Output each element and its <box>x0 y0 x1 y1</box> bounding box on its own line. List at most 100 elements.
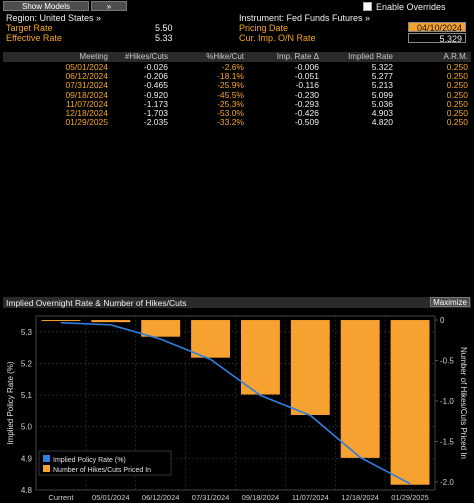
table-cell: 0.250 <box>446 117 468 128</box>
chart-panel-header: Implied Overnight Rate & Number of Hikes… <box>3 297 471 308</box>
table-row[interactable]: 05/01/2024 -0.026 -2.6% -0.006 5.322 0.250 <box>3 63 471 72</box>
table-cell: -25.3% <box>217 98 244 109</box>
y-tick-label: 5.0 <box>21 423 33 432</box>
table-cell: 11/07/2024 <box>66 98 108 109</box>
table-header: Meeting #Hikes/Cuts %Hike/Cut Imp. Rate … <box>3 52 471 62</box>
implied-rate-line <box>60 321 411 485</box>
hikes-cuts-bar <box>390 320 430 485</box>
region-selector[interactable]: Region: United States » <box>6 13 102 23</box>
enable-overrides-label: Enable Overrides <box>376 2 446 12</box>
x-tick-label: 09/18/2024 <box>242 493 280 502</box>
table-cell: -0.026 <box>143 62 168 72</box>
col-meeting[interactable]: Meeting <box>79 52 108 61</box>
hikes-cuts-bar <box>141 320 181 337</box>
x-tick-label: 12/18/2024 <box>341 493 379 502</box>
table-cell: 0.250 <box>446 80 468 91</box>
col-hikes-cuts[interactable]: #Hikes/Cuts <box>124 52 168 61</box>
table-cell: 05/01/2024 <box>65 62 108 72</box>
table-cell: -18.1% <box>217 71 244 82</box>
table-cell: -2.6% <box>221 62 244 72</box>
table-cell: 01/29/2025 <box>65 117 108 128</box>
table-cell: 5.099 <box>371 89 393 100</box>
toolbar: Show Models » Enable Overrides <box>0 0 474 12</box>
table-cell: 4.820 <box>371 117 393 128</box>
legend-swatch-bar <box>43 465 50 472</box>
cur-imp-rate-label: Cur. Imp. O/N Rate <box>239 33 316 43</box>
legend-swatch-line <box>43 455 50 462</box>
table-cell: -0.206 <box>143 71 168 82</box>
y-tick-label: 5.3 <box>21 328 33 337</box>
table-cell: -0.509 <box>294 117 319 128</box>
table-cell: 0.250 <box>446 108 468 118</box>
table-cell: -25.9% <box>217 80 244 91</box>
table-cell: -0.116 <box>295 80 319 91</box>
table-cell: -0.293 <box>294 98 319 109</box>
show-models-button[interactable]: Show Models <box>3 1 89 11</box>
chart-area: 5.3 5.2 5.1 5.0 4.9 4.8 0 -0.5 -1.0 -1.5 -2.0 Curre… <box>3 308 471 503</box>
pricing-date-field[interactable]: 04/10/2024 <box>408 22 466 33</box>
maximize-button[interactable]: Maximize <box>430 297 470 307</box>
col-implied-rate[interactable]: Implied Rate <box>348 52 393 61</box>
table-cell: -1.173 <box>143 98 168 109</box>
y-tick-label: 4.8 <box>21 486 33 495</box>
col-imp-rate-delta[interactable]: Imp. Rate Δ <box>276 52 319 61</box>
col-pct-hike-cut[interactable]: %Hike/Cut <box>206 52 244 61</box>
legend-label-line: Implied Policy Rate (%) <box>53 457 126 464</box>
table-cell: -0.051 <box>294 71 319 82</box>
table-row[interactable]: 06/12/2024 -0.206 -18.1% -0.051 5.277 0.250 <box>3 72 471 81</box>
table-row[interactable]: 01/29/2025 -2.035 -33.2% -0.509 4.820 0.250 <box>3 118 471 127</box>
x-tick-label: 11/07/2024 <box>292 493 329 502</box>
x-tick-label: Current <box>48 493 74 502</box>
table-cell: 5.277 <box>371 71 393 82</box>
y2-tick-label: -2.0 <box>440 478 454 487</box>
table-row[interactable]: 11/07/2024 -1.173 -25.3% -0.293 5.036 0.250 <box>3 98 471 109</box>
effective-rate-label: Effective Rate <box>6 33 62 43</box>
table-cell: -0.465 <box>143 80 168 91</box>
table-cell: 5.322 <box>371 62 393 72</box>
table-cell: 0.250 <box>446 89 468 100</box>
meetings-table: Meeting #Hikes/Cuts %Hike/Cut Imp. Rate … <box>3 52 471 296</box>
x-tick-label: 05/01/2024 <box>92 493 130 502</box>
y-tick-label: 4.9 <box>21 454 33 463</box>
table-row[interactable]: 07/31/2024 -0.465 -25.9% -0.116 5.213 0.250 <box>3 81 471 90</box>
table-cell: -0.006 <box>294 62 319 72</box>
target-rate-label: Target Rate <box>6 23 53 33</box>
table-cell: -45.5% <box>217 89 244 100</box>
hikes-cuts-bar <box>91 320 131 323</box>
table-cell: 09/18/2024 <box>65 89 108 100</box>
hikes-cuts-bar <box>191 320 231 358</box>
table-cell: 5.036 <box>371 98 393 109</box>
table-row[interactable]: 09/18/2024 -0.920 -45.5% -0.230 5.099 0.250 <box>3 89 471 100</box>
table-cell: 5.213 <box>371 80 393 91</box>
y2-axis-title: Number of Hikes/Cuts Priced In <box>459 347 468 459</box>
y2-tick-label: -0.5 <box>440 357 454 366</box>
enable-overrides-checkbox[interactable] <box>363 2 372 11</box>
table-cell: 12/18/2024 <box>65 108 108 118</box>
y2-tick-label: -1.0 <box>440 397 454 406</box>
table-cell: -0.426 <box>294 108 319 118</box>
hikes-cuts-bar <box>340 320 380 458</box>
rate-hikes-chart: 5.3 5.2 5.1 5.0 4.9 4.8 0 -0.5 -1.0 -1.5 -2.0 Curre… <box>6 315 468 502</box>
target-rate-value: 5.50 <box>155 23 173 33</box>
hikes-cuts-bar <box>41 320 81 322</box>
legend-label-bar: Number of Hikes/Cuts Priced In <box>53 467 151 474</box>
y-axis-title: Implied Policy Rate (%) <box>6 361 15 444</box>
chart-panel-title: Implied Overnight Rate & Number of Hikes… <box>6 298 187 308</box>
hikes-cuts-bar <box>240 320 280 395</box>
legend-box <box>38 450 172 476</box>
y2-tick-label: 0 <box>440 316 445 325</box>
pricing-date-label: Pricing Date <box>239 23 289 33</box>
expand-arrows-button[interactable]: » <box>91 1 127 11</box>
table-cell: -53.0% <box>217 108 244 118</box>
cur-imp-rate-field[interactable]: 5.329 <box>408 33 466 44</box>
y-tick-label: 5.1 <box>21 391 33 400</box>
y-tick-label: 5.2 <box>21 359 33 368</box>
table-cell: 4.903 <box>371 108 393 118</box>
table-cell: -0.920 <box>143 89 168 100</box>
instrument-selector[interactable]: Instrument: Fed Funds Futures » <box>239 13 371 23</box>
x-tick-label: 06/12/2024 <box>142 493 180 502</box>
table-cell: -2.035 <box>143 117 168 128</box>
x-tick-label: 07/31/2024 <box>192 493 230 502</box>
col-arm[interactable]: A.R.M. <box>443 52 468 61</box>
table-row[interactable]: 12/18/2024 -1.703 -53.0% -0.426 4.903 0.250 <box>3 109 471 118</box>
